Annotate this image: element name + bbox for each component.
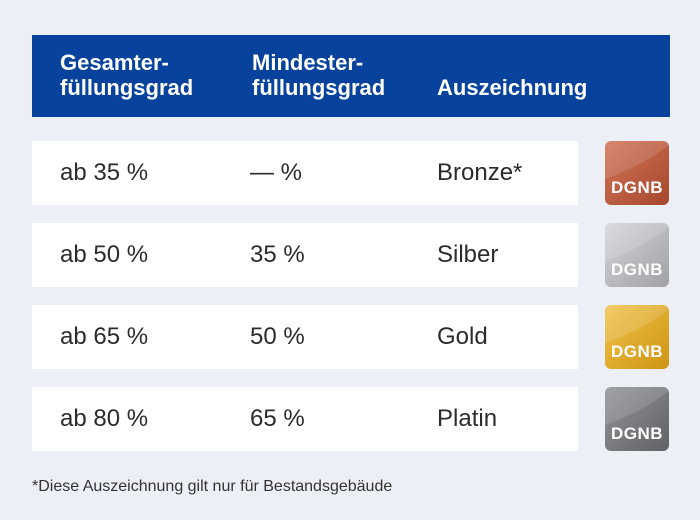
cell-total: ab 50 % [60, 241, 149, 268]
cell-minimum: — % [250, 159, 303, 186]
header-award: Auszeichnung [437, 75, 588, 100]
cell-minimum: 65 % [250, 405, 305, 432]
badge-label: DGNB [610, 424, 664, 443]
table-row-bronze: ab 35 % — % Bronze* [32, 141, 578, 205]
dgnb-bronze-badge-icon: DGNB [605, 141, 669, 205]
cell-minimum: 50 % [250, 323, 305, 350]
table-row-silver: ab 50 % 35 % Silber [32, 223, 578, 287]
footnote: *Diese Auszeichnung gilt nur für Bestand… [32, 478, 393, 495]
cell-award: Silber [437, 241, 499, 268]
table-row-gold: ab 65 % 50 % Gold [32, 305, 578, 369]
badge-label: DGNB [610, 178, 664, 197]
header-total-fulfillment: Gesamter- füllungsgrad [60, 50, 194, 100]
cell-award: Bronze* [437, 159, 523, 186]
dgnb-silver-badge-icon: DGNB [605, 223, 669, 287]
cell-award: Gold [437, 323, 488, 350]
badge-label: DGNB [610, 260, 664, 279]
table-row-platinum: ab 80 % 65 % Platin [32, 387, 578, 451]
cell-award: Platin [437, 405, 498, 432]
cell-total: ab 35 % [60, 159, 149, 186]
header-minimum-fulfillment: Mindester- füllungsgrad [252, 50, 386, 100]
cell-total: ab 80 % [60, 405, 149, 432]
dgnb-platinum-badge-icon: DGNB [605, 387, 669, 451]
dgnb-gold-badge-icon: DGNB [605, 305, 669, 369]
badge-label: DGNB [610, 342, 664, 361]
cell-minimum: 35 % [250, 241, 305, 268]
cell-total: ab 65 % [60, 323, 149, 350]
table-header: Gesamter- füllungsgrad Mindester- füllun… [32, 35, 670, 117]
